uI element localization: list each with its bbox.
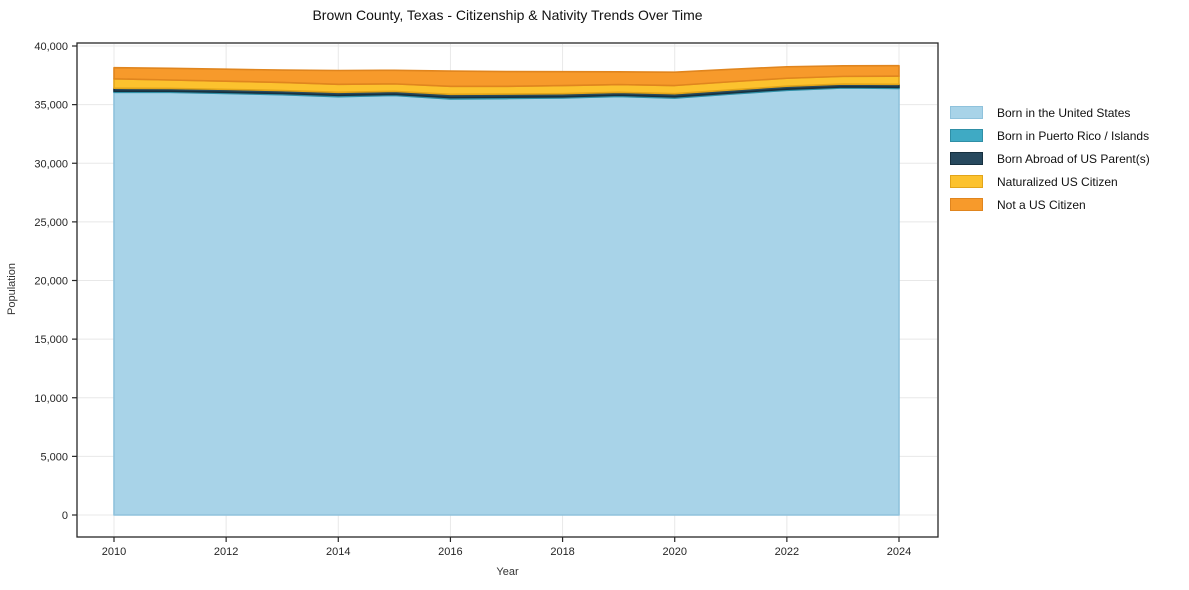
legend-item: Born in the United States bbox=[950, 101, 1150, 124]
legend-item: Not a US Citizen bbox=[950, 193, 1150, 216]
x-axis-label: Year bbox=[496, 566, 519, 578]
y-tick-label: 5,000 bbox=[40, 451, 68, 463]
y-tick-label: 15,000 bbox=[34, 334, 68, 346]
area-layer-not-a-us-citizen bbox=[113, 64, 900, 88]
legend-item: Born Abroad of US Parent(s) bbox=[950, 147, 1150, 170]
axes-frame bbox=[76, 42, 939, 538]
legend: Born in the United States Born in Puerto … bbox=[950, 101, 1150, 216]
legend-label: Not a US Citizen bbox=[997, 197, 1086, 212]
legend-label: Born Abroad of US Parent(s) bbox=[997, 151, 1150, 166]
x-tick-label: 2018 bbox=[550, 546, 574, 558]
y-tick-label: 10,000 bbox=[34, 393, 68, 405]
x-tick-label: 2012 bbox=[214, 546, 238, 558]
legend-swatch-icon bbox=[950, 106, 983, 119]
legend-item: Naturalized US Citizen bbox=[950, 170, 1150, 193]
legend-swatch-icon bbox=[950, 152, 983, 165]
area-layer-born-in-the-united-states bbox=[113, 87, 900, 516]
y-tick-label: 35,000 bbox=[34, 100, 68, 112]
chart-title: Brown County, Texas - Citizenship & Nati… bbox=[312, 7, 703, 23]
legend-label: Born in the United States bbox=[997, 105, 1131, 120]
y-axis-label: Population bbox=[6, 263, 18, 315]
y-tick-label: 40,000 bbox=[34, 41, 68, 53]
x-tick-label: 2020 bbox=[662, 546, 686, 558]
x-tick-label: 2016 bbox=[438, 546, 462, 558]
legend-label: Naturalized US Citizen bbox=[997, 174, 1118, 189]
legend-label: Born in Puerto Rico / Islands bbox=[997, 128, 1150, 143]
x-tick-label: 2024 bbox=[887, 546, 911, 558]
legend-item: Born in Puerto Rico / Islands bbox=[950, 124, 1150, 147]
x-tick-label: 2014 bbox=[326, 546, 350, 558]
legend-swatch-icon bbox=[950, 198, 983, 211]
y-tick-label: 0 bbox=[62, 510, 68, 522]
legend-swatch-icon bbox=[950, 175, 983, 188]
x-tick-label: 2010 bbox=[102, 546, 126, 558]
x-tick-label: 2022 bbox=[775, 546, 799, 558]
y-tick-label: 30,000 bbox=[34, 158, 68, 170]
legend-swatch-icon bbox=[950, 129, 983, 142]
y-tick-label: 25,000 bbox=[34, 217, 68, 229]
y-tick-label: 20,000 bbox=[34, 276, 68, 288]
